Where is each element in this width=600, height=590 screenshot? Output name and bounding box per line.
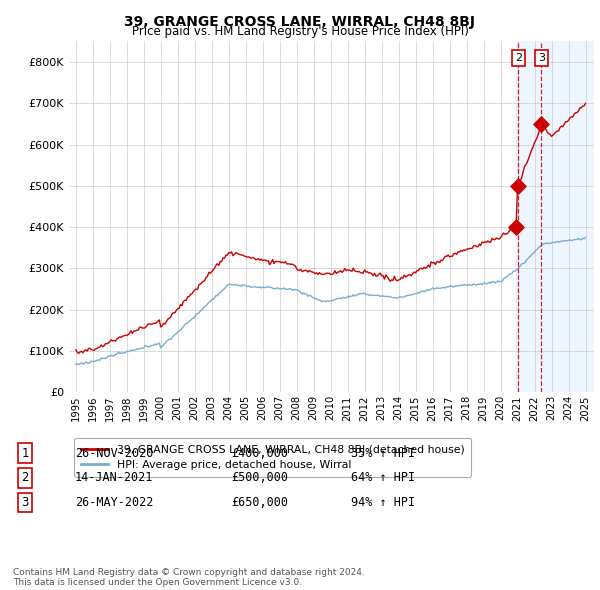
Text: 3: 3: [538, 53, 545, 63]
Point: [514, 181, 523, 191]
Text: £650,000: £650,000: [231, 496, 288, 509]
Text: 1: 1: [22, 447, 29, 460]
Text: 94% ↑ HPI: 94% ↑ HPI: [351, 496, 415, 509]
Text: 26-NOV-2020: 26-NOV-2020: [75, 447, 154, 460]
Text: £400,000: £400,000: [231, 447, 288, 460]
Text: 35% ↑ HPI: 35% ↑ HPI: [351, 447, 415, 460]
Text: 14-JAN-2021: 14-JAN-2021: [75, 471, 154, 484]
Text: 2: 2: [515, 53, 522, 63]
Legend: 39, GRANGE CROSS LANE, WIRRAL, CH48 8BJ (detached house), HPI: Average price, de: 39, GRANGE CROSS LANE, WIRRAL, CH48 8BJ …: [74, 438, 471, 477]
Text: £500,000: £500,000: [231, 471, 288, 484]
Text: Price paid vs. HM Land Registry's House Price Index (HPI): Price paid vs. HM Land Registry's House …: [131, 25, 469, 38]
Text: 26-MAY-2022: 26-MAY-2022: [75, 496, 154, 509]
Point: [536, 119, 546, 129]
Text: 2: 2: [22, 471, 29, 484]
Point: [511, 222, 521, 232]
Bar: [516, 41, 594, 392]
Text: 64% ↑ HPI: 64% ↑ HPI: [351, 471, 415, 484]
Text: 39, GRANGE CROSS LANE, WIRRAL, CH48 8BJ: 39, GRANGE CROSS LANE, WIRRAL, CH48 8BJ: [125, 15, 476, 29]
Text: 3: 3: [22, 496, 29, 509]
Text: Contains HM Land Registry data © Crown copyright and database right 2024.
This d: Contains HM Land Registry data © Crown c…: [13, 568, 365, 587]
